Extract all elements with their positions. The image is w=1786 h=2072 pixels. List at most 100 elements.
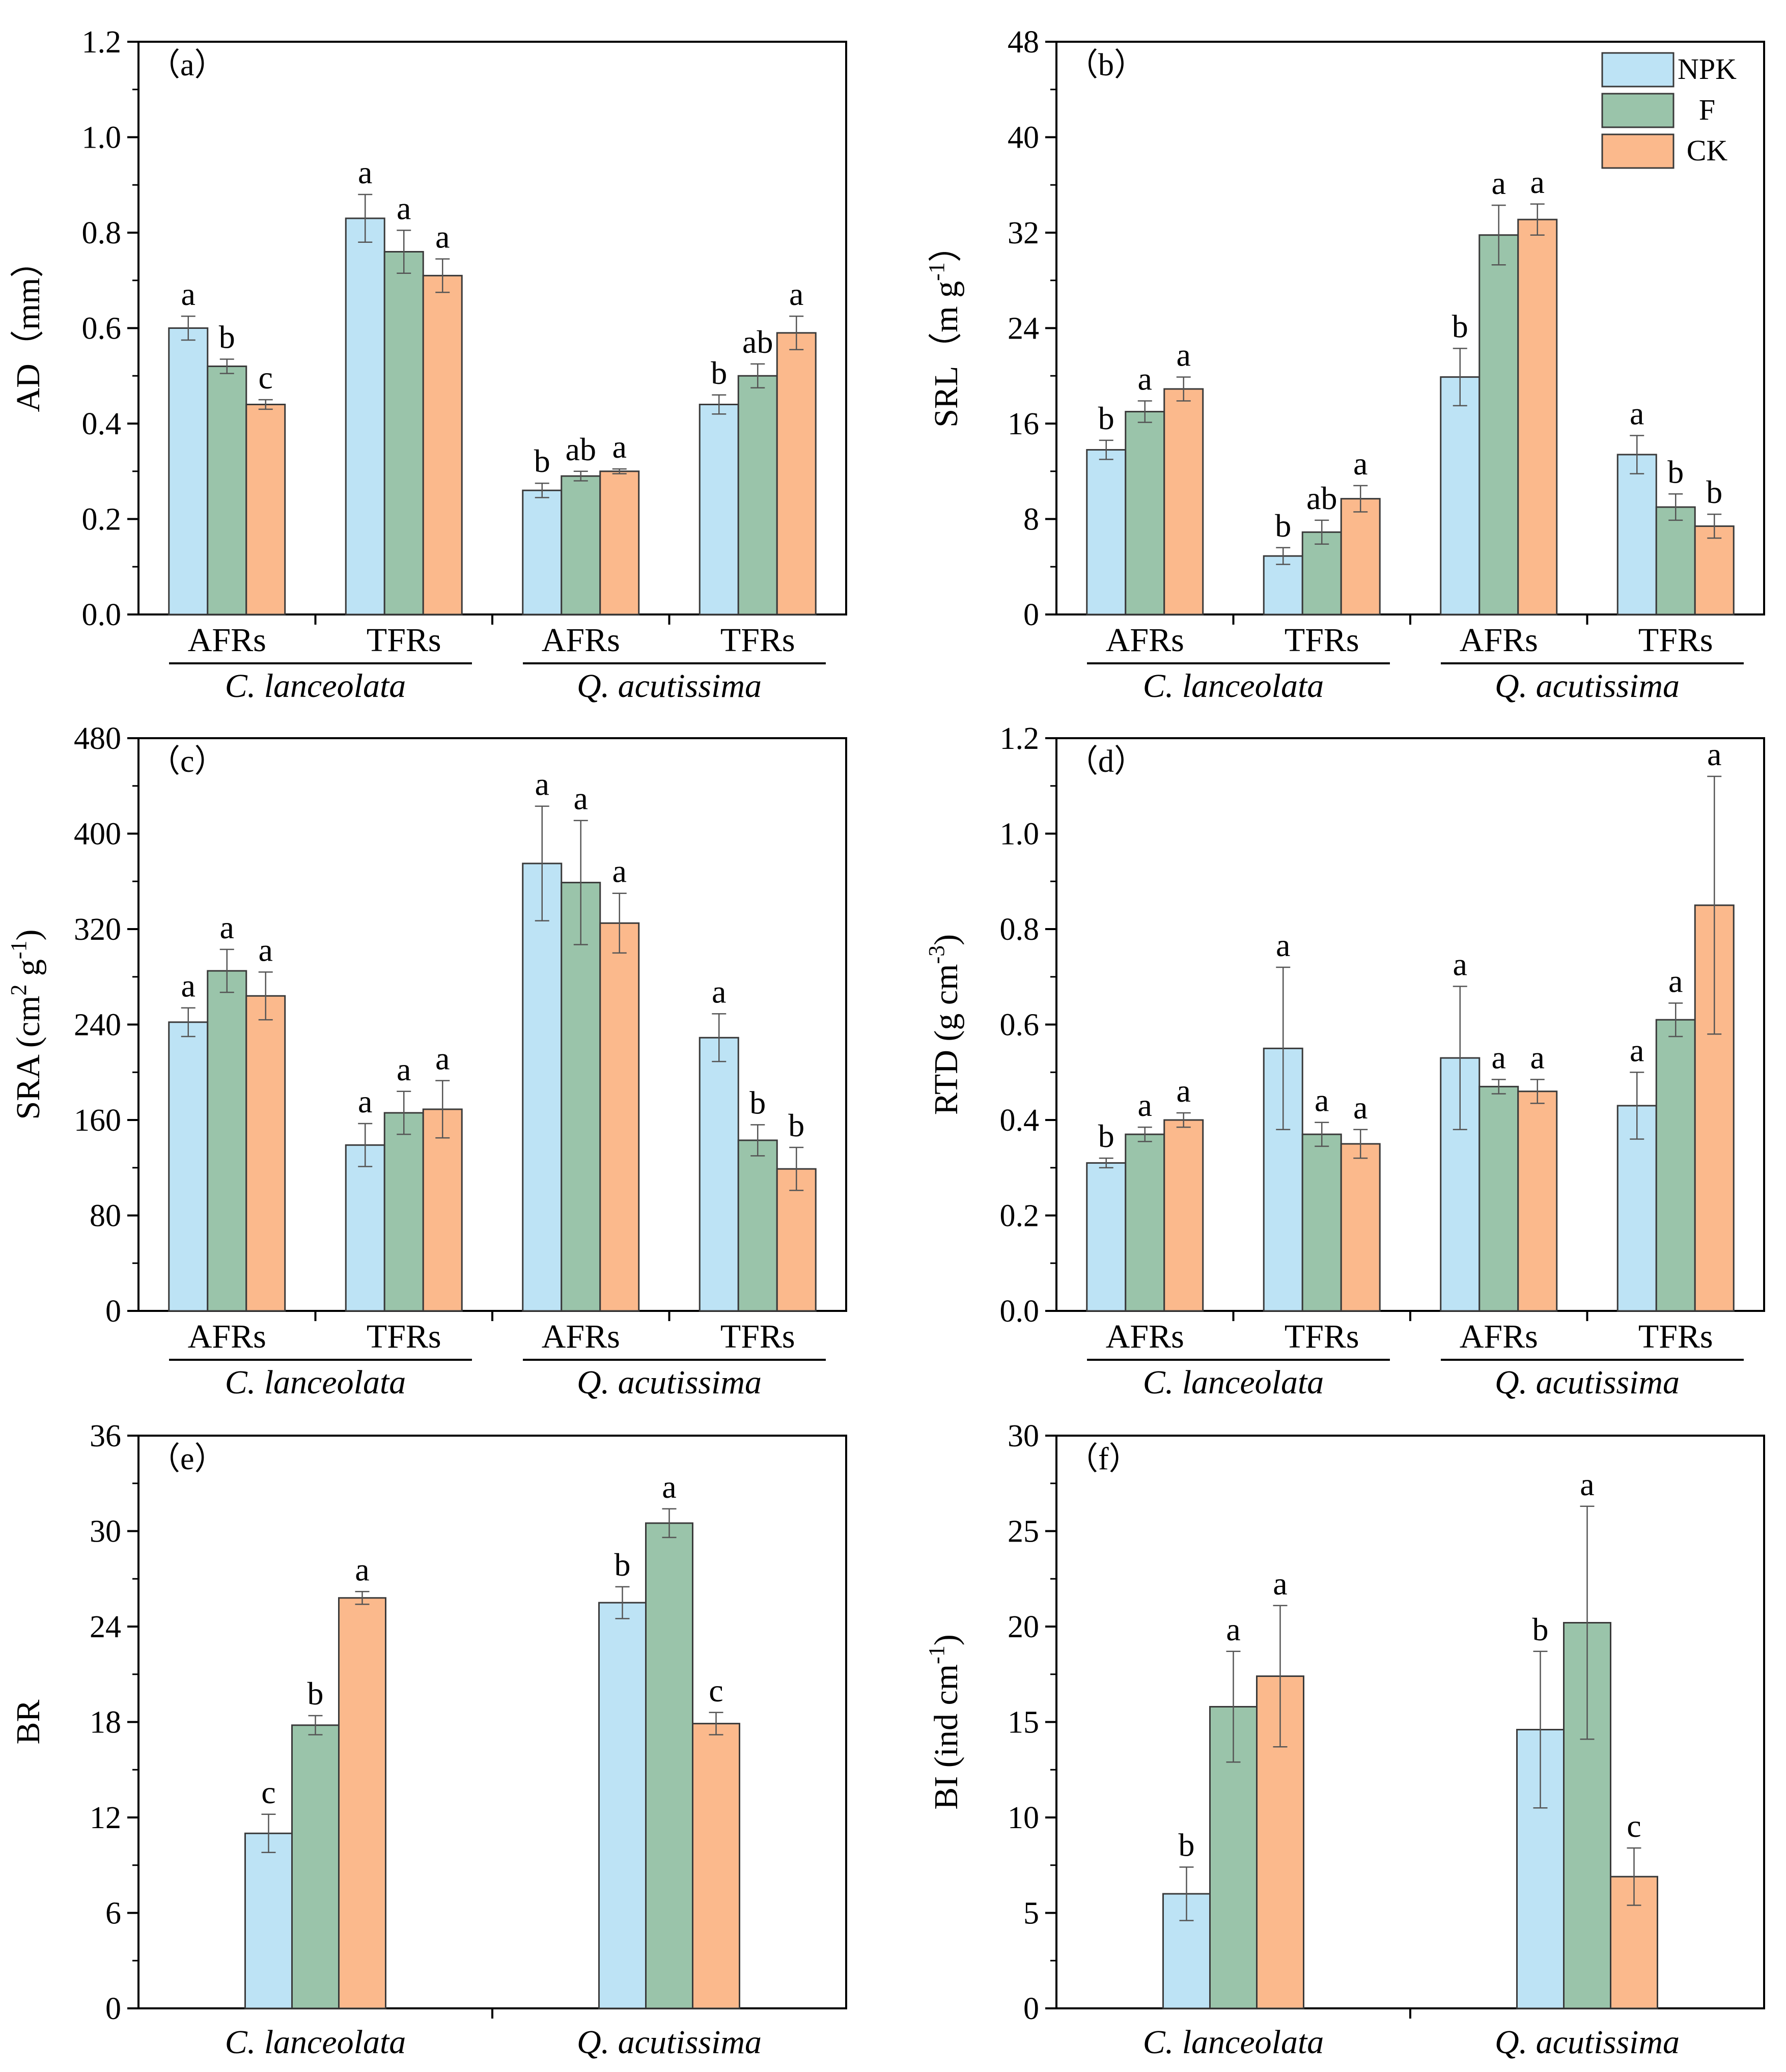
x-category-label: AFRs bbox=[188, 1318, 266, 1355]
significance-letter: a bbox=[1226, 1611, 1240, 1647]
bar-f bbox=[561, 475, 601, 615]
significance-letter: ab bbox=[566, 431, 596, 467]
y-tick-label: 0 bbox=[1023, 1992, 1039, 2026]
y-tick-label: 16 bbox=[1008, 407, 1039, 441]
bar-npk bbox=[1440, 376, 1481, 615]
bar-npk bbox=[1263, 555, 1303, 615]
significance-letter: b bbox=[749, 1084, 766, 1121]
y-tick-label: 0 bbox=[105, 1294, 121, 1329]
y-tick-label: 320 bbox=[74, 912, 121, 947]
x-category-label: Q. acutissima bbox=[1495, 2024, 1680, 2061]
panel-label: （b） bbox=[1067, 48, 1146, 82]
significance-letter: a bbox=[1630, 1032, 1644, 1068]
significance-letter: a bbox=[1453, 946, 1467, 983]
significance-letter: a bbox=[1138, 1087, 1152, 1123]
significance-letter: b bbox=[711, 355, 727, 391]
y-tick-label: 24 bbox=[1008, 312, 1039, 346]
significance-letter: a bbox=[1273, 1565, 1287, 1602]
bar-npk bbox=[598, 1602, 647, 2009]
x-category-label: AFRs bbox=[1460, 622, 1538, 659]
y-tick-label: 20 bbox=[1008, 1610, 1039, 1644]
y-tick-label: 10 bbox=[1008, 1801, 1039, 1835]
y-axis-title-part: SRL（m g bbox=[928, 281, 965, 428]
significance-letter: a bbox=[789, 276, 803, 312]
species-label: Q. acutissima bbox=[577, 667, 762, 705]
y-tick-label: 0.2 bbox=[82, 502, 122, 537]
significance-letter: a bbox=[181, 968, 196, 1004]
species-label: Q. acutissima bbox=[1495, 667, 1680, 705]
significance-letter: a bbox=[1177, 337, 1191, 373]
significance-letter: b bbox=[1706, 474, 1722, 510]
x-category-label: TFRs bbox=[720, 1318, 795, 1355]
legend-label: CK bbox=[1687, 134, 1728, 167]
significance-letter: a bbox=[1492, 165, 1506, 201]
bar-ck bbox=[776, 332, 817, 615]
legend-label: NPK bbox=[1678, 52, 1737, 86]
y-tick-label: 6 bbox=[105, 1896, 121, 1931]
bar-ck bbox=[338, 1597, 386, 2009]
significance-letter: ab bbox=[742, 324, 773, 360]
y-tick-label: 8 bbox=[1023, 502, 1039, 537]
significance-letter: b bbox=[615, 1547, 631, 1583]
y-axis-title-part: g bbox=[10, 959, 47, 985]
x-category-label: AFRs bbox=[188, 622, 266, 659]
bar-f bbox=[737, 1139, 778, 1312]
y-tick-label: 40 bbox=[1008, 121, 1039, 155]
significance-letter: a bbox=[574, 780, 588, 817]
x-category-label: AFRs bbox=[542, 1318, 620, 1355]
bar-npk bbox=[522, 862, 563, 1312]
panel-e: 0 6 12 18 24 30 36 BR （e） c b a b a c C. lanceolata Q. a… bbox=[10, 1419, 847, 2061]
significance-letter: a bbox=[712, 973, 726, 1010]
significance-letter: a bbox=[662, 1469, 676, 1505]
significance-letter: ab bbox=[1306, 480, 1337, 516]
bar-f bbox=[383, 1112, 424, 1312]
bar-f bbox=[1301, 1133, 1342, 1312]
bar-ck bbox=[692, 1723, 740, 2009]
significance-letter: a bbox=[397, 1051, 411, 1087]
y-tick-label: 1.2 bbox=[1000, 721, 1040, 756]
species-label: C. lanceolata bbox=[1143, 667, 1324, 705]
bar-f bbox=[1125, 411, 1165, 615]
bar-npk bbox=[1086, 1162, 1127, 1312]
significance-letter: a bbox=[535, 766, 549, 802]
y-tick-label: 0 bbox=[105, 1992, 121, 2026]
bar-npk bbox=[1086, 449, 1127, 615]
significance-letter: b bbox=[219, 319, 235, 355]
y-tick-label: 15 bbox=[1008, 1705, 1039, 1740]
y-axis-title: BR bbox=[10, 1699, 47, 1744]
x-category-label: AFRs bbox=[542, 622, 620, 659]
bar-ck bbox=[1517, 1090, 1558, 1312]
y-axis-title-superscript: -3 bbox=[924, 945, 949, 964]
significance-letter: b bbox=[1275, 508, 1291, 544]
significance-letter: a bbox=[358, 1083, 372, 1119]
y-axis-title-part: ) bbox=[928, 934, 965, 945]
significance-letter: c bbox=[1627, 1808, 1641, 1844]
panel-label: （f） bbox=[1067, 1442, 1140, 1476]
y-axis-title-superscript: -1 bbox=[924, 1645, 949, 1664]
bar-ck bbox=[1340, 1143, 1381, 1312]
y-tick-label: 24 bbox=[90, 1610, 121, 1644]
panel-label: （d） bbox=[1067, 744, 1146, 779]
bar-npk bbox=[1616, 1105, 1657, 1312]
bar-ck bbox=[599, 470, 640, 615]
panel-label: （e） bbox=[149, 1442, 226, 1476]
x-category-label: C. lanceolata bbox=[225, 2024, 406, 2061]
bar-f bbox=[1655, 506, 1696, 615]
y-axis-title-part: ） bbox=[928, 229, 965, 262]
x-category-label: AFRs bbox=[1106, 622, 1184, 659]
bar-f bbox=[383, 251, 424, 615]
significance-letter: a bbox=[1580, 1466, 1594, 1502]
bar-npk bbox=[244, 1832, 293, 2009]
x-category-label: Q. acutissima bbox=[577, 2024, 762, 2061]
x-category-label: TFRs bbox=[1638, 622, 1713, 659]
significance-letter: b bbox=[1098, 1118, 1114, 1154]
y-axis-title-superscript: 2 bbox=[6, 985, 31, 996]
bar-f bbox=[1301, 531, 1342, 615]
significance-letter: a bbox=[1177, 1073, 1191, 1109]
y-tick-label: 0.8 bbox=[82, 216, 122, 250]
